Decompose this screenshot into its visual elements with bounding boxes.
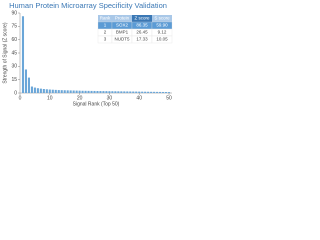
bar (42, 89, 45, 93)
table-cell-text: 86.35 (136, 23, 148, 28)
table-cell-text: 2 (104, 30, 107, 35)
table-header: Protein (115, 16, 130, 21)
bar (111, 91, 114, 93)
table-cell-text: 26.45 (136, 30, 148, 35)
bar (75, 90, 78, 93)
y-tick-label: 60 (11, 37, 17, 43)
table-header-cell (112, 15, 132, 22)
x-tick-label: 10 (47, 95, 53, 101)
x-axis-label: Signal Rank (Top 50) (73, 101, 120, 107)
bar (99, 91, 102, 93)
y-tick-label: 90 (11, 10, 17, 16)
bar (33, 87, 36, 93)
y-axis-label: Strength of Signal (Z score) (2, 22, 8, 83)
bar (153, 91, 156, 93)
bar (135, 91, 138, 93)
table-header: Rank (100, 16, 111, 21)
bar (138, 91, 141, 93)
bar (48, 89, 51, 93)
y-tick-label: 15 (11, 77, 17, 83)
bar (129, 91, 132, 93)
bar (60, 90, 63, 93)
bar (159, 91, 162, 93)
bar (105, 91, 108, 93)
bar (66, 90, 69, 93)
chart-title: Human Protein Microarray Specificity Val… (9, 1, 167, 10)
table-cell-text: 10.05 (156, 37, 168, 42)
x-tick-label: 0 (19, 95, 22, 101)
table-header: S score (154, 16, 170, 21)
bar (164, 92, 168, 93)
table-cell-text: 59.90 (156, 23, 168, 28)
bar (167, 92, 171, 93)
chart: Human Protein Microarray Specificity Val… (2, 1, 173, 107)
table-cell (151, 35, 173, 44)
bar (54, 89, 57, 93)
bar (51, 89, 54, 93)
table-header-cell (98, 15, 112, 22)
bar (156, 91, 159, 93)
y-tick-label: 45 (11, 50, 17, 56)
bar (102, 91, 105, 93)
bar (30, 86, 33, 93)
bar (21, 16, 25, 93)
x-tick-label: 20 (77, 95, 83, 101)
bar (69, 90, 72, 93)
bar (108, 91, 111, 93)
table-cell-text: 1 (104, 23, 107, 28)
bar (114, 91, 117, 93)
bar (57, 90, 60, 93)
bar (81, 90, 84, 93)
table-cell-text: 3 (104, 37, 107, 42)
x-tick-label: 30 (107, 95, 113, 101)
bar (117, 91, 120, 93)
table-cell-text: SOX2 (116, 23, 129, 28)
x-tick-label: 40 (136, 95, 142, 101)
bar (27, 77, 30, 93)
bar (162, 91, 165, 93)
bar (36, 88, 39, 93)
bar (144, 91, 147, 93)
bar (39, 88, 42, 93)
bar (120, 91, 123, 93)
bar (150, 91, 153, 93)
bar (126, 91, 129, 93)
bar (141, 91, 144, 93)
bar (24, 69, 28, 93)
table-header: Z score (134, 16, 150, 21)
bar (72, 90, 75, 93)
table-cell-text: 17.33 (136, 37, 148, 42)
y-tick-label: 75 (11, 24, 17, 30)
bar (84, 90, 87, 93)
y-tick-label: 30 (11, 64, 17, 70)
bar (45, 89, 48, 93)
bar (96, 91, 99, 93)
bar (93, 90, 96, 93)
table-header-cell (132, 15, 152, 22)
bar (132, 91, 135, 93)
table-cell-text: 9.12 (158, 30, 167, 35)
table-header-cell (152, 15, 172, 22)
bar (78, 90, 81, 93)
bar (90, 90, 93, 93)
x-tick-label: 50 (166, 95, 172, 101)
y-tick-label: 0 (14, 90, 17, 96)
table-cell-text: BMP1 (116, 30, 129, 35)
bar (123, 91, 126, 93)
bar (147, 91, 150, 93)
bar (87, 90, 90, 93)
bar (63, 90, 66, 93)
table-cell-text: NUDT5 (114, 37, 129, 42)
